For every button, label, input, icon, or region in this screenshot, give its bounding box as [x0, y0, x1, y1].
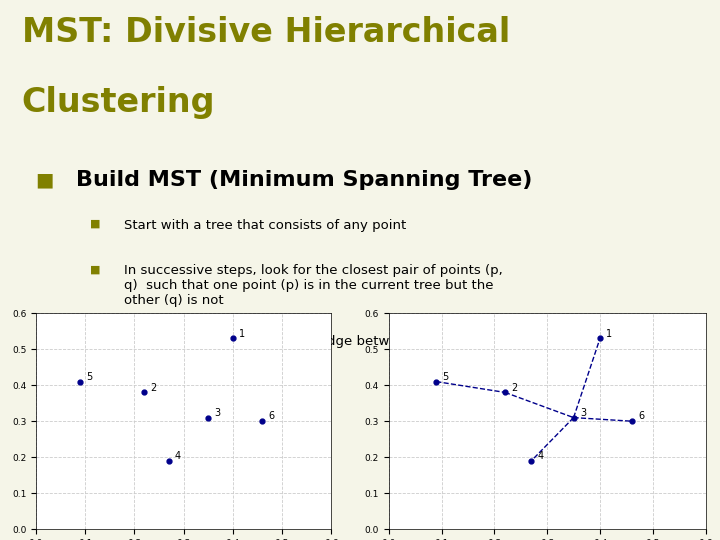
- Text: 4: 4: [175, 451, 181, 461]
- Text: Build MST (Minimum Spanning Tree): Build MST (Minimum Spanning Tree): [76, 170, 533, 190]
- Text: ■: ■: [90, 219, 101, 229]
- Text: 3: 3: [580, 408, 586, 418]
- Text: 1: 1: [606, 329, 613, 339]
- Text: 2: 2: [150, 383, 156, 393]
- Text: ■: ■: [35, 170, 54, 190]
- Text: ■: ■: [90, 335, 101, 346]
- Text: 2: 2: [511, 383, 518, 393]
- Text: MST: Divisive Hierarchical: MST: Divisive Hierarchical: [22, 16, 510, 49]
- Text: 3: 3: [214, 408, 220, 418]
- Text: Add q to the tree and put an edge between p and q: Add q to the tree and put an edge betwee…: [124, 335, 469, 348]
- Text: 4: 4: [538, 451, 544, 461]
- Text: 5: 5: [86, 372, 92, 382]
- Text: 5: 5: [443, 372, 449, 382]
- Text: 1: 1: [239, 329, 245, 339]
- Text: ■: ■: [90, 264, 101, 274]
- Text: 6: 6: [269, 411, 274, 421]
- Text: In successive steps, look for the closest pair of points (p,
q)  such that one p: In successive steps, look for the closes…: [124, 264, 503, 307]
- Text: Start with a tree that consists of any point: Start with a tree that consists of any p…: [124, 219, 407, 232]
- Text: Clustering: Clustering: [22, 86, 215, 119]
- Text: 6: 6: [638, 411, 644, 421]
